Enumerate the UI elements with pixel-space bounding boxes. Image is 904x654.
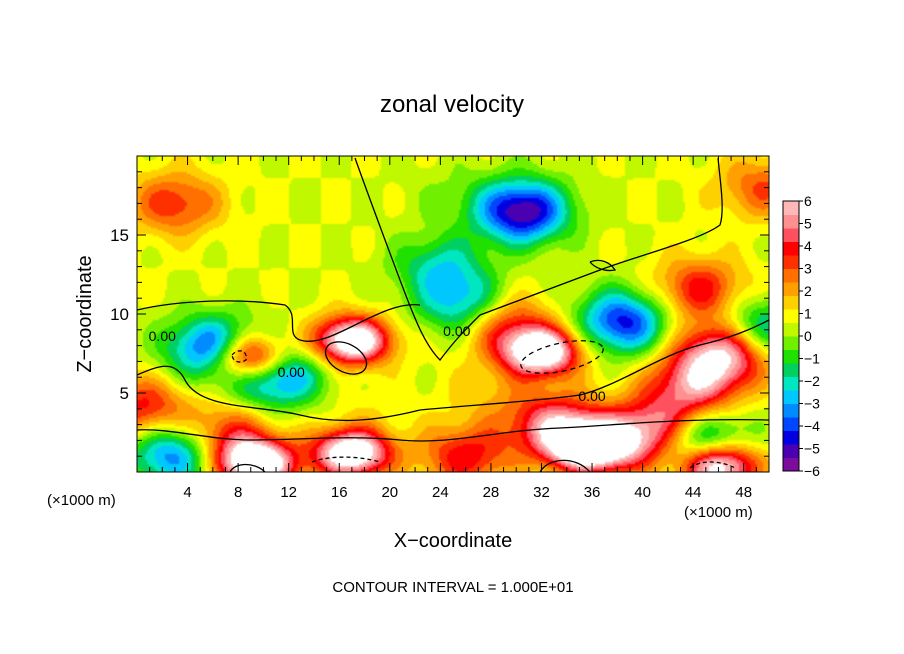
colorbar-tick-label: 1 — [804, 306, 812, 322]
zero-contour — [229, 463, 266, 472]
contour-label: 0.00 — [149, 328, 176, 344]
x-axis: 4 8 12 16 20 24 28 32 36 40 44 48 — [149, 156, 757, 501]
x-tick-label: 4 — [183, 484, 191, 501]
x-tick-label: 24 — [432, 484, 449, 501]
colorbar-tick-label: 2 — [804, 283, 812, 299]
y-tick-label: 10 — [110, 305, 129, 324]
colorbar: 6 5 4 3 2 1 0 −1 −2 −3 −4 −5 −6 — [782, 193, 820, 479]
zero-contour — [479, 157, 723, 316]
x-unit-right: (×1000 m) — [684, 504, 753, 521]
contour-interval-note: CONTOUR INTERVAL = 1.000E+01 — [332, 579, 573, 596]
contour-label: 0.00 — [278, 364, 305, 380]
colorbar-tick-label: 6 — [804, 193, 812, 209]
colorbar-swatch — [783, 390, 799, 404]
colorbar-swatch — [783, 417, 799, 431]
colorbar-swatch — [783, 444, 799, 458]
x-tick-label: 44 — [685, 484, 702, 501]
colorbar-tick-label: 0 — [804, 328, 812, 344]
colorbar-swatch — [783, 336, 799, 350]
colorbar-tick-label: −3 — [804, 396, 820, 412]
contour-label: 0.00 — [578, 388, 605, 404]
y-axis-label: Z−coordinate — [74, 255, 96, 372]
negative-contour — [520, 340, 604, 374]
colorbar-swatch — [783, 201, 799, 215]
colorbar-swatch — [783, 309, 799, 323]
x-tick-label: 32 — [533, 484, 550, 501]
colorbar-swatch — [783, 228, 799, 242]
y-tick-label: 5 — [120, 384, 129, 403]
y-tick-label: 15 — [110, 226, 129, 245]
x-tick-label: 40 — [634, 484, 651, 501]
x-axis-label: X−coordinate — [394, 530, 512, 552]
negative-contour — [231, 350, 247, 363]
colorbar-swatch — [783, 457, 799, 472]
colorbar-swatch — [783, 363, 799, 377]
colorbar-tick-label: −6 — [804, 463, 820, 479]
x-tick-label: 8 — [234, 484, 242, 501]
x-tick-label: 16 — [331, 484, 348, 501]
colorbar-swatch — [783, 282, 799, 296]
chart-title: zonal velocity — [380, 91, 524, 118]
colorbar-swatch — [783, 241, 799, 256]
y-axis: 5 10 15 — [110, 171, 769, 457]
x-unit-left: (×1000 m) — [47, 492, 116, 509]
colorbar-swatch — [783, 255, 799, 269]
colorbar-tick-label: −1 — [804, 351, 820, 367]
velocity-heatmap — [137, 156, 769, 472]
colorbar-swatch — [783, 349, 799, 364]
colorbar-swatch — [783, 295, 799, 310]
colorbar-swatch — [783, 322, 799, 337]
x-tick-label: 20 — [381, 484, 398, 501]
colorbar-tick-label: 5 — [804, 216, 812, 232]
colorbar-swatch — [783, 430, 799, 445]
x-tick-label: 12 — [280, 484, 297, 501]
saturated-contour — [324, 341, 368, 375]
zero-contour — [354, 157, 481, 361]
x-tick-label: 36 — [584, 484, 601, 501]
colorbar-swatch — [783, 268, 799, 283]
colorbar-tick-label: 4 — [804, 238, 812, 254]
zero-contour — [419, 319, 769, 411]
colorbar-tick-label: 3 — [804, 261, 812, 277]
colorbar-tick-label: −5 — [804, 441, 820, 457]
zero-contour — [137, 300, 421, 342]
colorbar-swatch — [783, 403, 799, 418]
contour-label: 0.00 — [443, 323, 470, 339]
x-tick-label: 48 — [735, 484, 752, 501]
colorbar-tick-label: −2 — [804, 373, 820, 389]
colorbar-tick-label: −4 — [804, 418, 820, 434]
zero-contour — [137, 365, 421, 422]
plot-area: 0.00 0.00 0.00 0.00 — [137, 156, 769, 472]
zero-contour — [137, 418, 769, 442]
zero-contour — [589, 259, 617, 272]
colorbar-swatch — [783, 376, 799, 391]
x-tick-label: 28 — [483, 484, 500, 501]
contour-labels: 0.00 0.00 0.00 0.00 — [149, 323, 606, 404]
colorbar-swatch — [783, 214, 799, 229]
contour-lines — [137, 157, 769, 472]
zero-contour — [539, 459, 591, 472]
